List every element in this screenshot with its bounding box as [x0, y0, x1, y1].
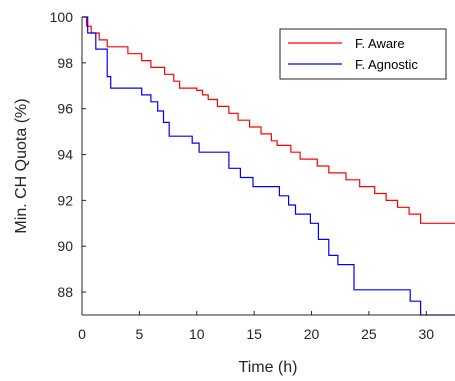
- y-tick-label: 98: [57, 55, 73, 71]
- axes-layer: [81, 17, 455, 316]
- legend-box: [279, 28, 447, 80]
- legend-label-f-aware: F. Aware: [355, 36, 405, 51]
- y-tick-label: 92: [57, 192, 73, 208]
- x-tick-label: 0: [78, 326, 86, 342]
- x-tick-label: 20: [304, 326, 320, 342]
- x-tick-label: 10: [189, 326, 205, 342]
- y-tick-label: 90: [57, 238, 73, 254]
- x-tick-label: 25: [361, 326, 377, 342]
- legend: F. Aware F. Agnostic: [279, 28, 447, 80]
- y-tick-label: 88: [57, 284, 73, 300]
- y-tick-label: 96: [57, 101, 73, 117]
- x-tick-label: 5: [135, 326, 143, 342]
- series-layer: [82, 16, 455, 316]
- series-line-f-aware: [82, 16, 455, 224]
- legend-label-f-agnostic: F. Agnostic: [355, 57, 418, 72]
- ticks-layer: 0 5 10 15 20 25 30 88 90 92 94 96 98 100: [50, 9, 435, 342]
- x-axis-label: Time (h): [239, 359, 298, 376]
- y-tick-label: 100: [50, 9, 74, 25]
- y-axis-label: Min. CH Quota (%): [13, 98, 30, 233]
- series-line-f-agnostic: [82, 16, 455, 316]
- y-tick-label: 94: [57, 147, 73, 163]
- x-tick-label: 15: [246, 326, 262, 342]
- x-tick-label: 30: [419, 326, 435, 342]
